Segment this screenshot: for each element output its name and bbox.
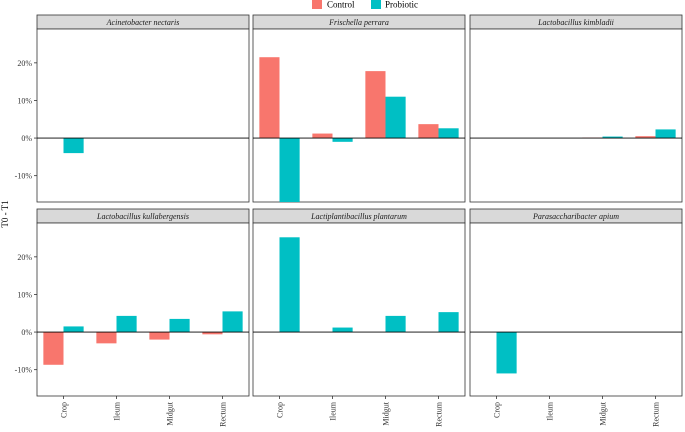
y-tick-label: -10% <box>15 172 33 181</box>
bar-control-rectum <box>635 136 656 139</box>
x-tick-label-ileum: Ileum <box>329 401 338 420</box>
facet-panels: Acinetobacter nectaris -10% 0% 10% 20% Frisch… <box>15 14 683 427</box>
x-tick-label-midgut: Midgut <box>382 401 391 425</box>
bar-control-crop <box>259 57 280 139</box>
legend-label-control: Control <box>327 0 355 10</box>
x-tick-label-rectum: Rectum <box>652 401 661 427</box>
bar-probiotic-crop <box>63 138 84 154</box>
legend-label-probiotic: Probiotic <box>385 0 418 10</box>
bar-probiotic-crop <box>496 332 517 374</box>
x-tick-label-crop: Crop <box>276 402 285 418</box>
bar-probiotic-crop <box>279 138 300 202</box>
bar-probiotic-crop <box>63 326 84 333</box>
panel-plot-area <box>36 222 250 397</box>
bar-probiotic-midgut <box>602 136 623 139</box>
bar-control-rectum <box>418 124 439 139</box>
bar-probiotic-rectum <box>438 312 459 333</box>
panel-title: Acinetobacter nectaris <box>106 18 180 27</box>
y-tick-label: 20% <box>17 253 32 262</box>
bar-probiotic-crop <box>279 237 300 333</box>
x-tick-label-crop: Crop <box>493 402 502 418</box>
x-tick-label-midgut: Midgut <box>166 401 175 425</box>
bar-probiotic-midgut <box>385 315 406 333</box>
y-tick-label: -10% <box>15 366 33 375</box>
panel-title: Lactiplantibacillus plantarum <box>310 212 407 221</box>
legend-swatch-probiotic <box>371 0 381 9</box>
y-tick-label: 10% <box>17 96 32 105</box>
bar-probiotic-midgut <box>385 96 406 139</box>
panel-parasaccharibacter-apium: Parasaccharibacter apium Crop Ileum Midgut R… <box>469 208 683 427</box>
panel-title: Lactobacillus kimbladii <box>537 18 614 27</box>
bar-control-ileum <box>312 133 333 139</box>
panel-lactobacillus-kimbladii: Lactobacillus kimbladii <box>469 14 683 203</box>
panel-title: Lactobacillus kullabergensis <box>96 212 189 221</box>
panel-lactobacillus-kullabergensis: Lactobacillus kullabergensis -10% 0% 10% 20%… <box>15 208 250 427</box>
bar-control-ileum <box>96 332 117 344</box>
bar-control-crop <box>43 332 64 365</box>
bar-probiotic-midgut <box>169 318 190 333</box>
x-tick-label-rectum: Rectum <box>435 401 444 427</box>
x-tick-label-ileum: Ileum <box>546 401 555 420</box>
bar-probiotic-ileum <box>332 138 353 142</box>
x-tick-label-rectum: Rectum <box>219 401 228 427</box>
panel-frischella-perrara: Frischella perrara <box>252 14 466 203</box>
bar-control-midgut <box>149 332 170 340</box>
legend: Control Probiotic <box>312 0 418 10</box>
bar-probiotic-ileum <box>332 327 353 333</box>
bar-control-rectum <box>202 332 223 335</box>
bar-probiotic-rectum <box>655 129 676 139</box>
bar-probiotic-rectum <box>222 311 243 333</box>
bar-probiotic-ileum <box>116 315 137 333</box>
panel-acinetobacter-nectaris: Acinetobacter nectaris -10% 0% 10% 20% <box>15 14 250 203</box>
x-tick-label-midgut: Midgut <box>599 401 608 425</box>
y-axis-title: T0 - T1 <box>0 200 10 227</box>
y-tick-label: 10% <box>17 290 32 299</box>
legend-swatch-control <box>312 0 322 9</box>
panel-title: Parasaccharibacter apium <box>532 212 619 221</box>
x-tick-label-ileum: Ileum <box>113 401 122 420</box>
y-tick-label: 0% <box>21 134 32 143</box>
panel-title: Frischella perrara <box>328 18 389 27</box>
x-tick-label-crop: Crop <box>60 402 69 418</box>
y-tick-label: 0% <box>21 328 32 337</box>
bar-probiotic-rectum <box>438 128 459 139</box>
panel-plot-area <box>469 28 683 203</box>
panel-lactiplantibacillus-plantarum: Lactiplantibacillus plantarum Crop Ileum Mi… <box>252 208 466 427</box>
bar-control-midgut <box>365 71 386 139</box>
panel-plot-area <box>36 28 250 203</box>
y-tick-label: 20% <box>17 59 32 68</box>
